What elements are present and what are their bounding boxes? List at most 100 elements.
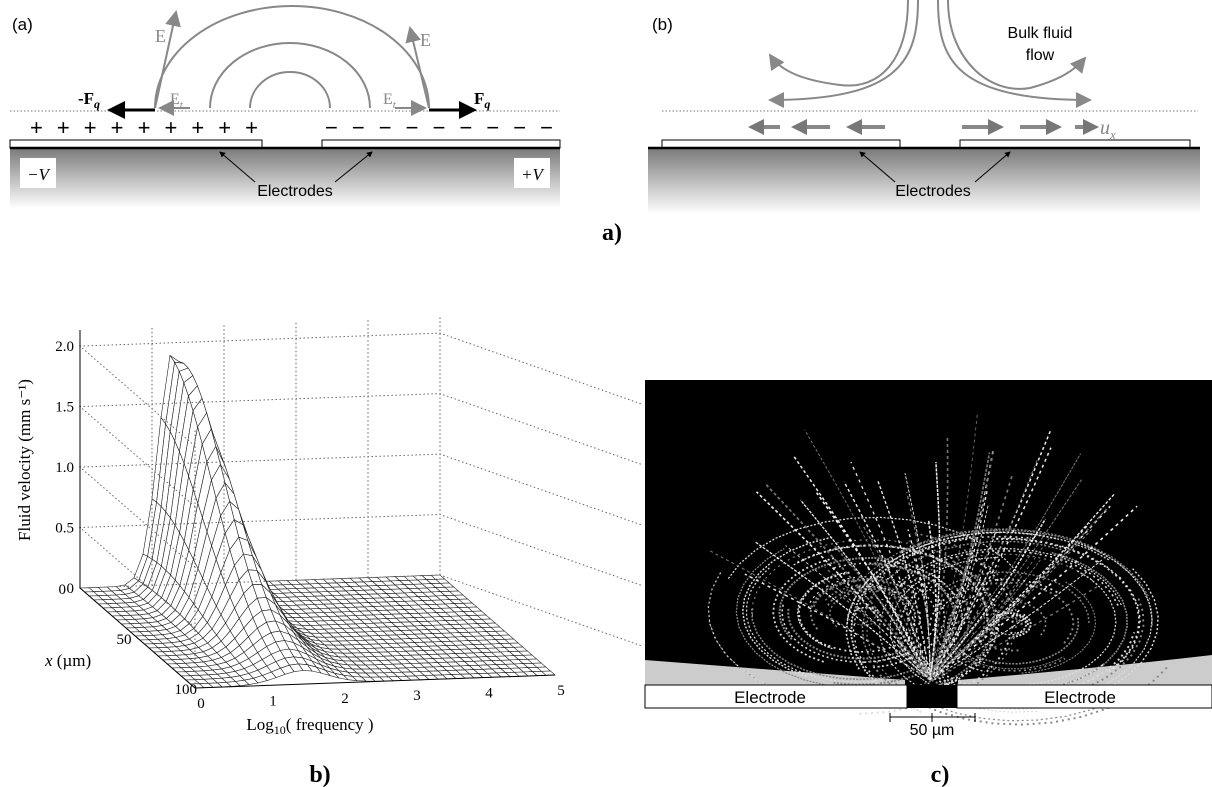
x-tick-label: 4: [485, 686, 493, 702]
electrode-label: Electrode: [734, 688, 806, 707]
pointer: [974, 151, 1011, 183]
var: x: [44, 651, 53, 670]
track: [929, 518, 1047, 681]
track: [929, 505, 1138, 681]
track: [824, 566, 931, 681]
track: [928, 578, 1058, 628]
flow-lines: [768, 0, 1092, 108]
track: [1021, 580, 1097, 674]
track: [929, 436, 949, 681]
track: [929, 584, 1101, 681]
caption: b): [309, 762, 330, 787]
track: [834, 545, 931, 681]
wall-grid: [78, 513, 642, 628]
velocity-label: ux: [1100, 117, 1116, 142]
force-label: Fq: [474, 89, 490, 111]
track: [940, 625, 1066, 672]
tangential-label: Et: [170, 91, 184, 111]
track: [856, 607, 878, 615]
sub: t: [393, 99, 397, 111]
x-axis-label: Log10( frequency ): [246, 715, 373, 737]
track: [895, 609, 1076, 702]
track: [755, 491, 931, 681]
z-tick-label: 2.0: [55, 339, 74, 355]
track: [947, 591, 986, 664]
panel-tag: (b): [652, 15, 673, 34]
track: [852, 535, 1035, 682]
electrodes-label: Electrodes: [895, 183, 971, 200]
track: [910, 637, 1105, 693]
track: [861, 611, 877, 623]
track: [855, 606, 879, 615]
surface-mesh: [79, 354, 556, 689]
track: [865, 565, 986, 696]
flow-label: flow: [1026, 47, 1055, 64]
z-tick-label: 0.5: [55, 521, 74, 537]
pointer: [334, 151, 373, 183]
track: [850, 461, 931, 681]
field-label: E: [155, 26, 166, 46]
track: [907, 529, 931, 681]
field-label: E: [420, 30, 431, 50]
particle-tracks: [707, 412, 1168, 726]
y-axis-label: x (µm): [44, 651, 91, 670]
scale-label: 50 µm: [910, 722, 955, 739]
sub: x: [1109, 127, 1116, 142]
base: -F: [78, 89, 94, 108]
z-tick-label: 1.5: [55, 400, 74, 416]
track: [929, 430, 1051, 681]
track: [929, 492, 1116, 681]
track: [995, 612, 1029, 626]
track: [861, 540, 1062, 659]
voltage: −V: [27, 165, 51, 184]
track: [929, 452, 991, 681]
pointer: [219, 151, 256, 183]
electrodes-label: Electrodes: [257, 183, 333, 200]
track: [929, 458, 1039, 681]
track: [827, 587, 908, 606]
sub: t: [180, 99, 184, 111]
track: [865, 528, 1151, 600]
caption: c): [931, 762, 950, 787]
sub: 10: [274, 723, 286, 737]
z-tick-label: 1.0: [55, 460, 74, 476]
track: [866, 620, 1117, 722]
track: [929, 453, 1082, 681]
flow-image: Electrode Electrode 50 µm: [644, 380, 1212, 739]
base: E: [170, 91, 180, 108]
rest: ( frequency ): [286, 715, 374, 734]
track: [828, 544, 990, 649]
panel-a-right: (b) Bulk fluid flow ux Electrodes: [648, 0, 1200, 214]
track: [860, 586, 937, 664]
positive-charges: + + + + + + + + +: [30, 115, 258, 140]
voltage-box: [20, 158, 56, 188]
track: [991, 581, 1075, 644]
wall-grid: [78, 453, 642, 568]
x-tick-label: 0: [197, 696, 205, 712]
track: [772, 556, 836, 663]
pointer: [859, 151, 896, 183]
base: F: [474, 89, 484, 108]
track: [872, 578, 946, 669]
wall-grid: [78, 393, 642, 507]
surface-glare: [645, 655, 1212, 686]
rest: (µm): [53, 651, 92, 670]
track: [929, 505, 989, 681]
x-tick-label: 2: [341, 691, 349, 707]
flow-label: Bulk fluid: [1008, 25, 1073, 42]
track: [929, 559, 1103, 681]
z-tick-label: 0: [67, 581, 75, 597]
track: [845, 531, 1110, 628]
track: [929, 534, 1052, 681]
track: [745, 566, 874, 683]
track: [727, 516, 1021, 579]
negative-charges: − − − − − − − − −: [325, 115, 553, 140]
base: u: [1100, 117, 1110, 139]
track: [993, 538, 1141, 673]
track: [877, 480, 931, 681]
track: [929, 488, 989, 681]
track: [804, 429, 931, 681]
surface-plot: Fluid velocity (mm s⁻¹) x (µm) Log10( fr…: [15, 317, 642, 737]
track: [744, 573, 931, 681]
